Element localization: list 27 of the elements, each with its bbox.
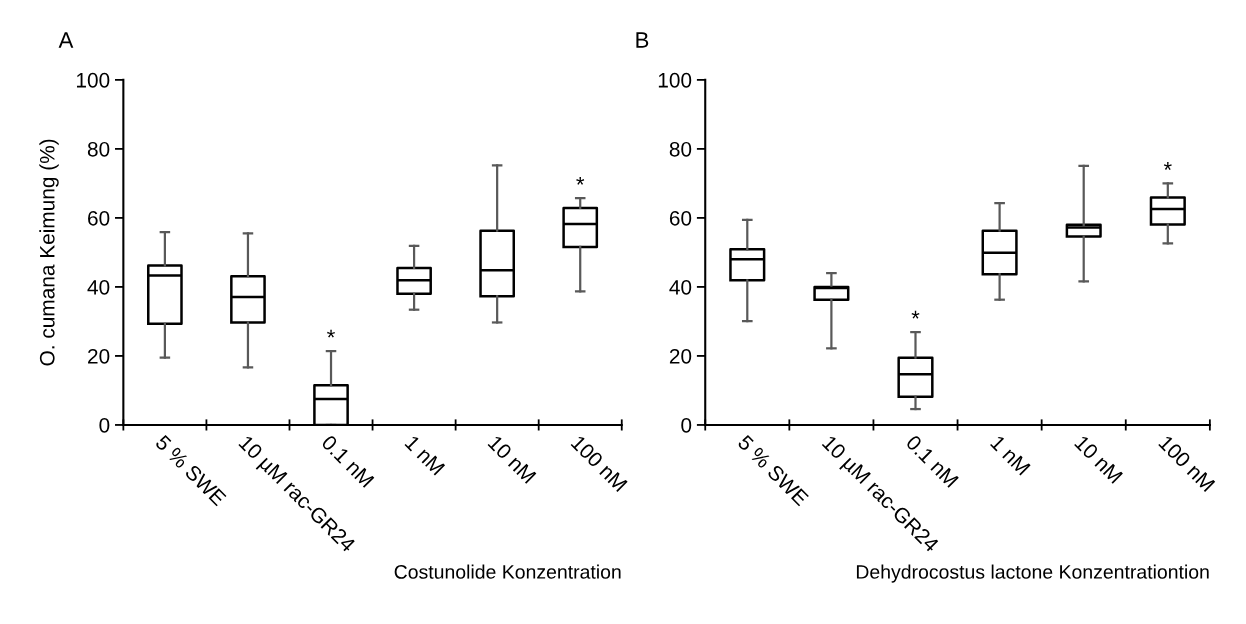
y-tick-label: 0 <box>681 417 692 433</box>
annotation: * <box>327 329 335 338</box>
x-tick-label: 100 nM <box>570 434 628 493</box>
y-axis-title: O. cumana Keimung (%) <box>39 139 59 366</box>
x-tick-label: 10 nM <box>1074 434 1124 484</box>
y-tick-label: 20 <box>669 348 692 364</box>
y-tick-label: 0 <box>99 417 110 433</box>
chart-title: A <box>58 32 74 48</box>
x-axis-title: Dehydrocostus lactone Konzentrationtion <box>856 564 1209 583</box>
x-tick-label: 1 nM <box>404 434 446 476</box>
y-tick-label: 100 <box>76 72 110 88</box>
y-tick-label: 40 <box>87 279 110 295</box>
chart-title: B <box>636 32 649 48</box>
y-tick-label: 20 <box>88 348 110 364</box>
y-tick-label: 60 <box>88 210 110 226</box>
x-axis-title: Costunolide Konzentration <box>394 564 621 579</box>
annotation: * <box>911 310 920 319</box>
y-tick-label: 40 <box>669 279 692 295</box>
annotation: * <box>1163 162 1172 170</box>
y-tick-label: 80 <box>669 141 692 157</box>
y-tick-label: 80 <box>87 141 110 157</box>
x-tick-label: 100 nM <box>1158 434 1216 493</box>
y-tick-label: 100 <box>658 72 692 88</box>
y-tick-label: 60 <box>669 210 692 226</box>
annotation: * <box>576 176 585 185</box>
x-tick-label: 10 nM <box>487 434 537 484</box>
x-tick-label: 1 nM <box>990 434 1031 476</box>
